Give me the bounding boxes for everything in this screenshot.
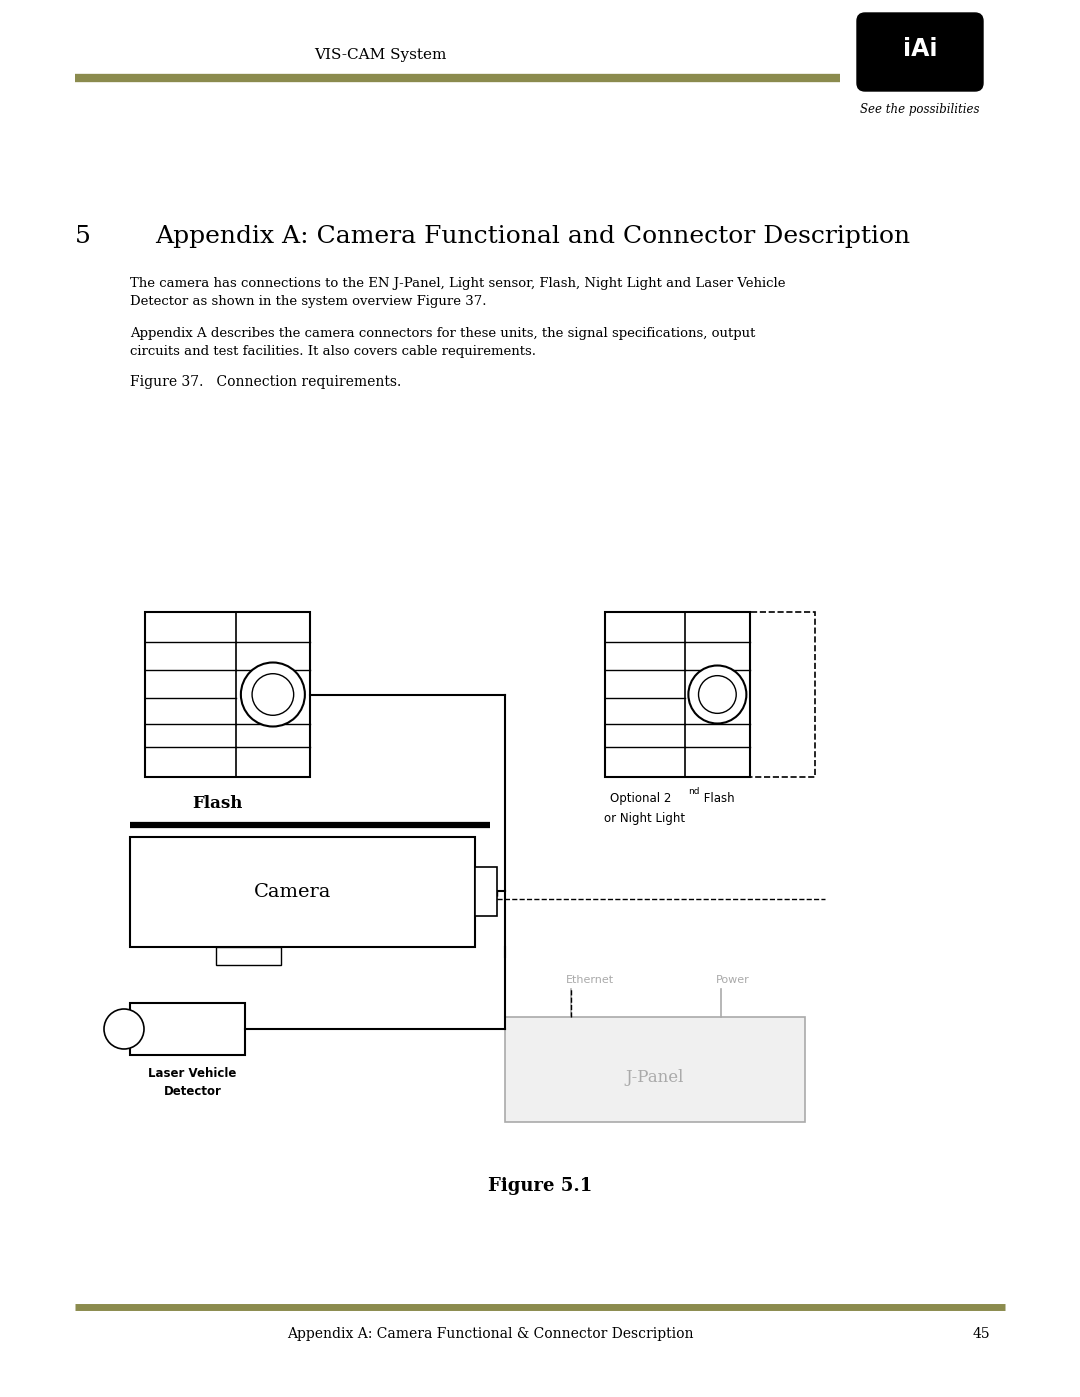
Text: The camera has connections to the EN J-Panel, Light sensor, Flash, Night Light a: The camera has connections to the EN J-P… (130, 277, 785, 309)
Text: Power: Power (716, 975, 750, 985)
Bar (130, 1003, 245, 1055)
Circle shape (241, 662, 305, 726)
Bar (505, 1017, 805, 1122)
Circle shape (104, 1009, 144, 1049)
Text: Appendix A describes the camera connectors for these units, the signal specifica: Appendix A describes the camera connecto… (130, 327, 755, 359)
Bar (475, 866, 497, 916)
Text: Detector: Detector (163, 1085, 221, 1098)
Bar (605, 612, 815, 777)
Circle shape (252, 673, 294, 715)
Text: or Night Light: or Night Light (605, 812, 686, 826)
Text: Appendix A: Camera Functional & Connector Description: Appendix A: Camera Functional & Connecto… (287, 1327, 693, 1341)
Text: Camera: Camera (254, 883, 332, 901)
Bar (130, 837, 475, 947)
Text: Optional 2: Optional 2 (610, 792, 672, 805)
Text: 45: 45 (972, 1327, 990, 1341)
Text: Figure 5.1: Figure 5.1 (488, 1178, 592, 1194)
Bar (216, 947, 281, 965)
Text: Laser Vehicle: Laser Vehicle (148, 1067, 237, 1080)
Text: nd: nd (688, 787, 700, 796)
Circle shape (699, 676, 737, 714)
Text: ®: ® (972, 20, 984, 29)
Text: iAi: iAi (903, 36, 937, 61)
Text: VIS-CAM System: VIS-CAM System (314, 47, 446, 61)
Text: Appendix A: Camera Functional and Connector Description: Appendix A: Camera Functional and Connec… (156, 225, 910, 249)
Text: Figure 37.   Connection requirements.: Figure 37. Connection requirements. (130, 374, 402, 388)
Bar (605, 612, 750, 777)
Text: J-Panel: J-Panel (625, 1069, 685, 1085)
Text: See the possibilities: See the possibilities (861, 103, 980, 116)
Circle shape (688, 665, 746, 724)
Text: 5: 5 (75, 225, 91, 249)
FancyBboxPatch shape (858, 13, 983, 91)
Bar (145, 612, 310, 777)
Text: Ethernet: Ethernet (566, 975, 615, 985)
Text: Flash: Flash (700, 792, 734, 805)
Text: Flash: Flash (192, 795, 243, 812)
